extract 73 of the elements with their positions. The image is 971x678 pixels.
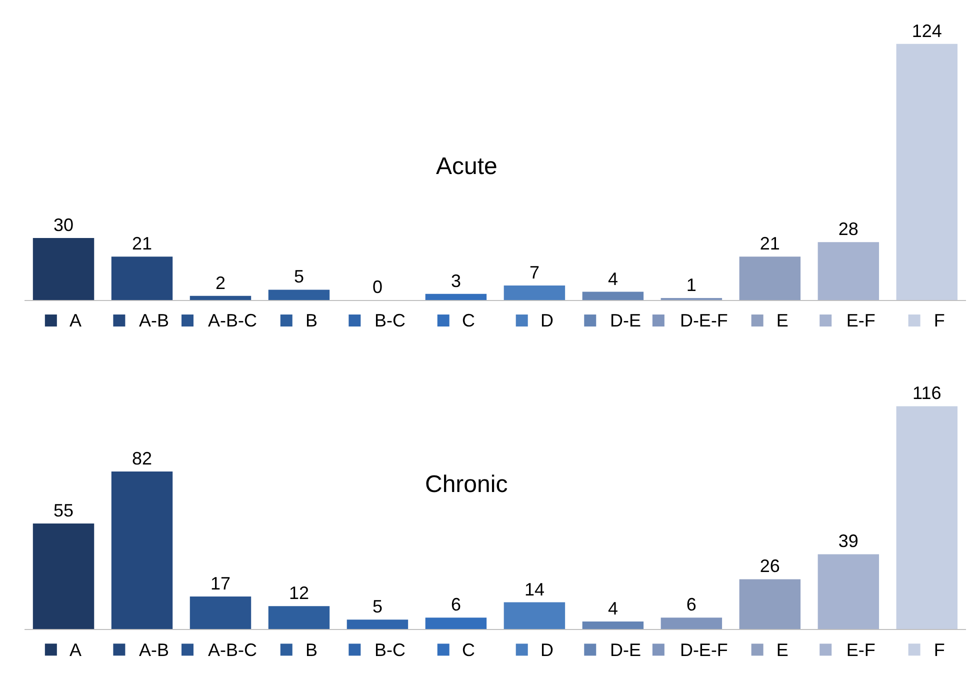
x-tick-label: E xyxy=(751,310,788,331)
data-label: 1 xyxy=(686,274,696,295)
data-label: 21 xyxy=(760,234,780,254)
data-label: 28 xyxy=(838,219,858,240)
x-tick-label: A-B-C xyxy=(184,640,258,660)
data-label: 4 xyxy=(608,598,618,618)
x-tick-label: E-F xyxy=(821,310,876,331)
data-label: 82 xyxy=(132,448,152,469)
x-tick-label: C xyxy=(436,310,475,331)
x-tick-label: D-E xyxy=(584,640,641,660)
data-label: 116 xyxy=(912,383,942,404)
data-label: 17 xyxy=(210,574,231,594)
bar xyxy=(896,406,958,630)
data-label: 4 xyxy=(608,268,618,289)
x-tick-label: A-B xyxy=(114,640,170,660)
x-tick-label: D-E xyxy=(584,310,641,331)
x-tick-label: F xyxy=(908,640,945,660)
bar xyxy=(504,286,566,300)
bar xyxy=(660,618,722,630)
x-tick-label: B-C xyxy=(349,640,406,660)
x-tick-label: B xyxy=(280,310,318,331)
x-tick-label: D-E-F xyxy=(654,640,728,660)
x-tick-label: B-C xyxy=(349,310,406,331)
x-tick-label: A xyxy=(46,310,82,331)
bar xyxy=(425,294,487,300)
bar xyxy=(582,622,644,630)
data-label: 6 xyxy=(450,594,461,615)
x-tick-label: A-B xyxy=(114,310,170,331)
bar xyxy=(739,579,801,630)
bar xyxy=(504,602,566,630)
bar xyxy=(425,618,487,630)
bar xyxy=(268,290,330,300)
x-tick-label: A xyxy=(46,640,82,660)
bar xyxy=(190,296,252,300)
x-tick-label: F xyxy=(908,310,945,331)
data-label: 12 xyxy=(288,583,309,604)
x-tick-label: E-F xyxy=(821,640,876,660)
data-label: 3 xyxy=(450,270,461,291)
text: Chronic xyxy=(425,471,508,498)
bar xyxy=(190,596,252,630)
text: Acute xyxy=(436,153,498,180)
data-label: 7 xyxy=(529,262,540,283)
data-label: 14 xyxy=(524,579,544,600)
bar xyxy=(32,523,94,630)
bar xyxy=(739,256,801,300)
x-tick-label: C xyxy=(436,640,475,660)
data-label: 55 xyxy=(54,500,74,520)
data-label: 0 xyxy=(372,277,382,298)
x-tick-label: D xyxy=(515,310,554,331)
bar xyxy=(111,472,173,630)
bar xyxy=(32,238,94,300)
data-label: 30 xyxy=(54,215,74,236)
x-tick-label: B xyxy=(280,640,318,660)
x-tick-label: A-B-C xyxy=(184,310,258,331)
data-label: 5 xyxy=(294,266,304,287)
data-label: 5 xyxy=(372,596,382,617)
data-label: 26 xyxy=(760,556,780,576)
bar xyxy=(582,292,644,300)
bar xyxy=(818,554,880,630)
bar xyxy=(660,298,722,300)
bar xyxy=(268,606,330,630)
bar xyxy=(818,242,880,300)
x-tick-label: D-E-F xyxy=(654,310,728,331)
data-label: 2 xyxy=(215,272,226,293)
data-label: 6 xyxy=(686,594,696,615)
data-label: 124 xyxy=(912,20,942,41)
x-tick-label: D xyxy=(515,640,554,660)
bar xyxy=(111,256,173,300)
bar xyxy=(346,620,408,630)
x-tick-label: E xyxy=(751,640,788,660)
bar xyxy=(896,44,958,300)
data-label: 21 xyxy=(132,234,152,254)
data-label: 39 xyxy=(838,531,858,552)
